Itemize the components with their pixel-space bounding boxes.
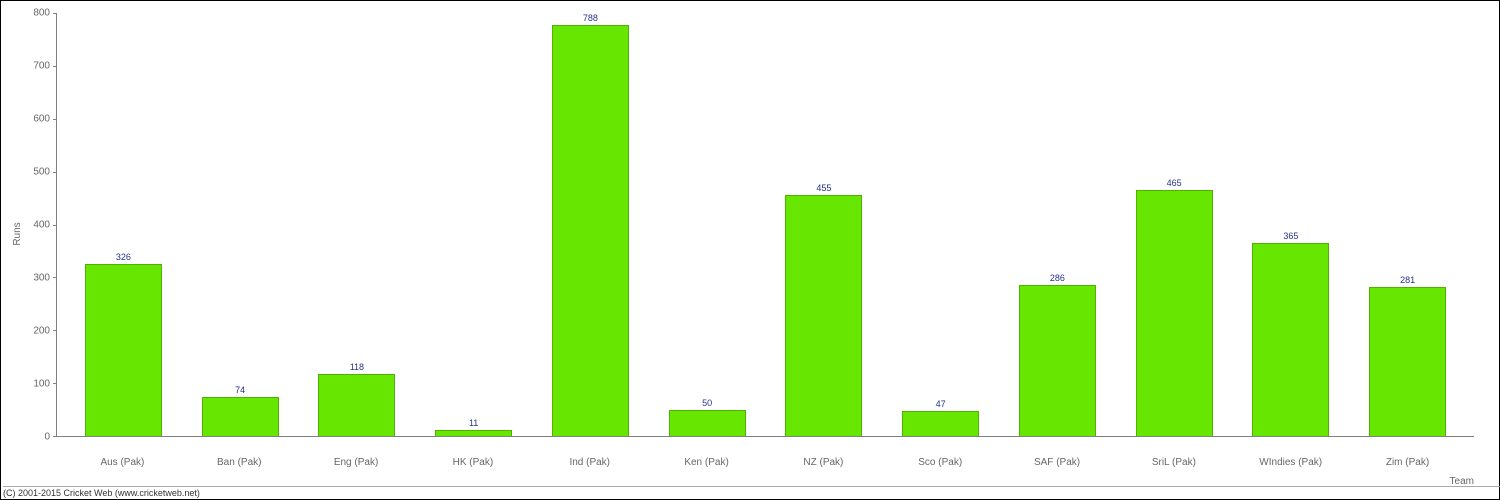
x-tick-label: Zim (Pak) bbox=[1349, 454, 1466, 471]
y-tick-label: 200 bbox=[33, 326, 50, 337]
y-axis: 0100200300400500600700800 bbox=[16, 13, 56, 437]
bar bbox=[435, 430, 512, 436]
x-tick-label: Ban (Pak) bbox=[181, 454, 298, 471]
x-tick-label: WIndies (Pak) bbox=[1232, 454, 1349, 471]
bar-value-label: 47 bbox=[936, 399, 946, 409]
y-tick-label: 800 bbox=[33, 8, 50, 19]
bar bbox=[1369, 287, 1446, 436]
bar-group: 286 bbox=[999, 13, 1116, 436]
bar-value-label: 365 bbox=[1283, 231, 1298, 241]
y-tick-mark bbox=[53, 225, 57, 226]
y-tick-label: 300 bbox=[33, 273, 50, 284]
bar bbox=[1136, 190, 1213, 436]
bar-group: 118 bbox=[299, 13, 416, 436]
x-tick-label: HK (Pak) bbox=[414, 454, 531, 471]
bar-value-label: 455 bbox=[816, 183, 831, 193]
bar bbox=[785, 195, 862, 436]
x-axis: Aus (Pak)Ban (Pak)Eng (Pak)HK (Pak)Ind (… bbox=[56, 454, 1474, 471]
bar-group: 365 bbox=[1233, 13, 1350, 436]
x-tick-label: Eng (Pak) bbox=[298, 454, 415, 471]
y-tick-label: 400 bbox=[33, 220, 50, 231]
bar-group: 465 bbox=[1116, 13, 1233, 436]
y-tick-label: 600 bbox=[33, 114, 50, 125]
bar-value-label: 788 bbox=[583, 13, 598, 23]
bar bbox=[552, 25, 629, 436]
bar-value-label: 281 bbox=[1400, 275, 1415, 285]
bar-value-label: 326 bbox=[116, 252, 131, 262]
bar-group: 47 bbox=[882, 13, 999, 436]
x-tick-label: Sco (Pak) bbox=[882, 454, 999, 471]
plot-area: 326 74 118 11 788 50 455 47 286 465 365 281 bbox=[56, 13, 1474, 437]
bar bbox=[318, 374, 395, 436]
bar-group: 455 bbox=[766, 13, 883, 436]
y-tick-mark bbox=[53, 277, 57, 278]
bar-value-label: 286 bbox=[1050, 273, 1065, 283]
bar-group: 11 bbox=[415, 13, 532, 436]
bar-value-label: 74 bbox=[235, 385, 245, 395]
y-tick-mark bbox=[53, 172, 57, 173]
x-tick-label: Ken (Pak) bbox=[648, 454, 765, 471]
bar-group: 788 bbox=[532, 13, 649, 436]
x-tick-label: SriL (Pak) bbox=[1115, 454, 1232, 471]
bar-group: 50 bbox=[649, 13, 766, 436]
bar-group: 74 bbox=[182, 13, 299, 436]
x-tick-label: NZ (Pak) bbox=[765, 454, 882, 471]
bar bbox=[669, 410, 746, 436]
x-tick-label: Aus (Pak) bbox=[64, 454, 181, 471]
bar-value-label: 11 bbox=[469, 418, 478, 428]
y-tick-label: 700 bbox=[33, 61, 50, 72]
y-tick-label: 0 bbox=[44, 432, 50, 443]
y-tick-label: 100 bbox=[33, 379, 50, 390]
y-tick-mark bbox=[53, 13, 57, 14]
y-tick-mark bbox=[53, 119, 57, 120]
bar-value-label: 118 bbox=[350, 362, 364, 372]
bars-container: 326 74 118 11 788 50 455 47 286 465 365 281 bbox=[57, 13, 1474, 436]
y-tick-mark bbox=[53, 330, 57, 331]
x-tick-label: SAF (Pak) bbox=[999, 454, 1116, 471]
x-tick-label: Ind (Pak) bbox=[531, 454, 648, 471]
y-tick-mark bbox=[53, 66, 57, 67]
bar bbox=[1019, 285, 1096, 436]
bar-value-label: 465 bbox=[1167, 178, 1182, 188]
bar bbox=[1252, 243, 1329, 436]
bar bbox=[902, 411, 979, 436]
bar-group: 281 bbox=[1349, 13, 1466, 436]
y-tick-mark bbox=[53, 436, 57, 437]
y-tick-label: 500 bbox=[33, 167, 50, 178]
copyright-text: (C) 2001-2015 Cricket Web (www.cricketwe… bbox=[3, 486, 1500, 498]
bar bbox=[202, 397, 279, 436]
y-tick-mark bbox=[53, 383, 57, 384]
bar-value-label: 50 bbox=[702, 398, 712, 408]
chart-wrapper: Runs 0100200300400500600700800 326741181… bbox=[56, 13, 1474, 454]
bar-group: 326 bbox=[65, 13, 182, 436]
bar bbox=[85, 264, 162, 436]
